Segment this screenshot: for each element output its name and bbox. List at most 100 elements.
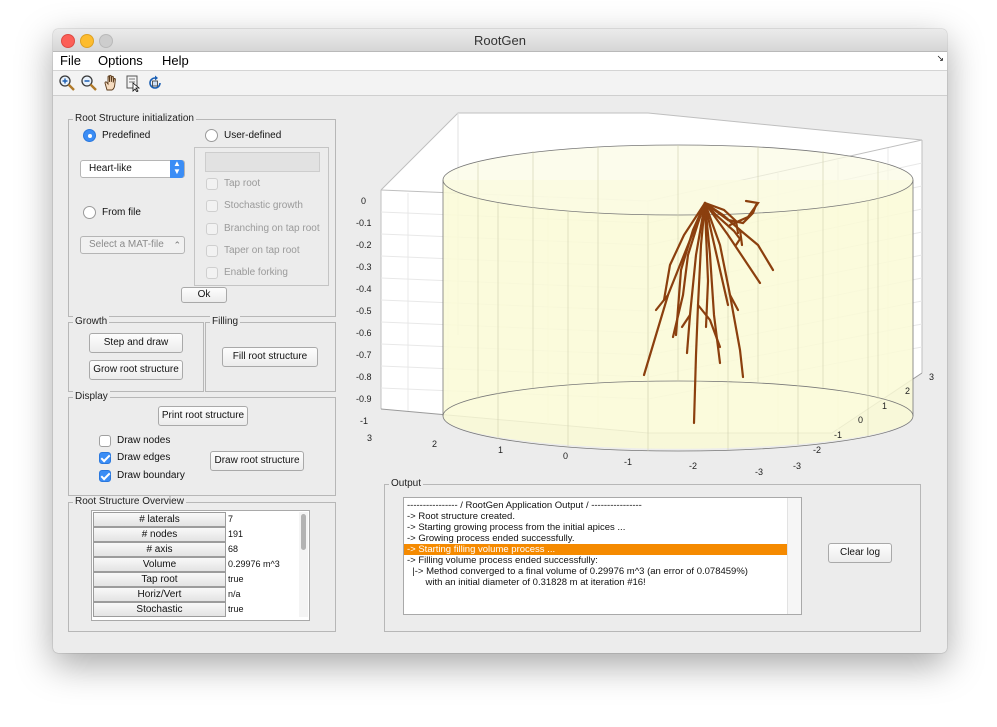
z-tick: -0.3 <box>356 262 372 272</box>
row-value[interactable]: 7 <box>228 514 234 524</box>
data-cursor-icon[interactable] <box>124 74 142 92</box>
branching-label: Branching on tap root <box>224 223 320 234</box>
overview-title: Root Structure Overview <box>73 496 186 508</box>
stochastic-growth-checkbox[interactable] <box>206 200 218 212</box>
draw-boundary-checkbox[interactable] <box>99 470 111 482</box>
pan-hand-icon[interactable] <box>102 74 120 92</box>
grow-root-button[interactable]: Grow root structure <box>89 360 183 380</box>
predefined-radio[interactable] <box>83 129 96 142</box>
step-and-draw-button[interactable]: Step and draw <box>89 333 183 353</box>
table-scroll-thumb[interactable] <box>301 514 306 550</box>
zoom-button[interactable] <box>99 34 113 48</box>
mat-file-select[interactable]: Select a MAT-file ⌃ <box>80 236 185 254</box>
x-tick: 1 <box>498 445 503 455</box>
select-arrows-icon: ▲ ▼ <box>170 160 184 178</box>
from-file-label: From file <box>102 207 141 218</box>
mat-file-placeholder: Select a MAT-file <box>89 239 164 250</box>
draw-edges-checkbox[interactable] <box>99 452 111 464</box>
branching-checkbox[interactable] <box>206 223 218 235</box>
print-root-button[interactable]: Print root structure <box>158 406 248 426</box>
taper-checkbox[interactable] <box>206 245 218 257</box>
from-file-radio[interactable] <box>83 206 96 219</box>
log-line: with an initial diameter of 0.31828 m at… <box>407 577 646 588</box>
row-value[interactable]: n/a <box>228 589 241 599</box>
zoom-out-icon[interactable] <box>80 74 98 92</box>
row-header: Horiz/Vert <box>93 587 226 602</box>
table-row: Tap root true <box>92 572 297 587</box>
row-value[interactable]: 0.29976 m^3 <box>228 559 280 569</box>
y-tick: -3 <box>793 461 801 471</box>
y-tick: -2 <box>813 445 821 455</box>
forking-label: Enable forking <box>224 267 288 278</box>
minimize-button[interactable] <box>80 34 94 48</box>
draw-edges-label: Draw edges <box>117 452 171 463</box>
row-header: Stochastic <box>93 602 226 617</box>
root-3d-plot[interactable]: 0 -0.1 -0.2 -0.3 -0.4 -0.5 -0.6 -0.7 -0.… <box>348 105 947 491</box>
row-header: # axis <box>93 542 226 557</box>
y-tick: 1 <box>882 401 887 411</box>
user-defined-input[interactable] <box>205 152 320 172</box>
z-tick: -1 <box>360 416 368 426</box>
app-window: RootGen File Options Help ↘ <box>53 29 947 653</box>
clear-log-button[interactable]: Clear log <box>828 543 892 563</box>
ok-button[interactable]: Ok <box>181 287 227 303</box>
zoom-in-icon[interactable] <box>58 74 76 92</box>
close-button[interactable] <box>61 34 75 48</box>
table-row: # nodes 191 <box>92 527 297 542</box>
fill-root-button[interactable]: Fill root structure <box>222 347 318 367</box>
window-title: RootGen <box>473 33 527 48</box>
row-value[interactable]: 68 <box>228 544 239 554</box>
draw-root-button[interactable]: Draw root structure <box>210 451 304 471</box>
growth-panel: Growth Step and draw Grow root structure <box>68 316 204 392</box>
output-log[interactable]: ---------------- / RootGen Application O… <box>403 497 802 615</box>
y-tick: -1 <box>834 430 842 440</box>
root-init-title: Root Structure initialization <box>73 113 196 125</box>
log-line-selected[interactable]: -> Starting filling volume process ... <box>404 544 789 555</box>
display-panel: Display Print root structure Draw nodes … <box>68 391 336 496</box>
root-edge <box>674 201 707 337</box>
row-value[interactable]: 191 <box>228 529 244 539</box>
z-tick: -0.2 <box>356 240 372 250</box>
menu-overflow-icon[interactable]: ↘ <box>936 53 944 63</box>
z-tick: -0.1 <box>356 218 372 228</box>
root-edge <box>728 293 740 312</box>
title-bar: RootGen <box>53 29 947 52</box>
x-axis-ticks: 3 2 1 0 -1 -2 -3 <box>367 433 763 477</box>
root-edge <box>662 201 707 302</box>
growth-title: Growth <box>73 316 110 328</box>
row-header: Tap root <box>93 572 226 587</box>
display-title: Display <box>73 391 110 403</box>
output-title: Output <box>389 478 424 490</box>
tap-root-checkbox[interactable] <box>206 178 218 190</box>
z-tick: -0.6 <box>356 328 372 338</box>
shape-select[interactable]: Heart-like ▲ ▼ <box>80 160 185 178</box>
x-tick: 2 <box>432 439 437 449</box>
row-value[interactable]: true <box>228 574 244 584</box>
user-defined-radio[interactable] <box>205 129 218 142</box>
row-value[interactable]: true <box>228 604 244 614</box>
x-tick: -3 <box>755 467 763 477</box>
output-panel: Output ---------------- / RootGen Applic… <box>384 478 921 632</box>
table-scrollbar[interactable] <box>299 512 308 617</box>
table-row: Horiz/Vert n/a <box>92 587 297 602</box>
draw-nodes-checkbox[interactable] <box>99 435 111 447</box>
rotate-3d-icon[interactable] <box>146 74 164 92</box>
tap-root-label: Tap root <box>224 178 261 189</box>
root-edge <box>685 201 707 355</box>
y-tick: 2 <box>905 386 910 396</box>
root-edge <box>703 201 742 247</box>
menu-options[interactable]: Options <box>98 53 143 68</box>
chevron-updown-icon: ⌃ <box>173 240 181 250</box>
draw-nodes-label: Draw nodes <box>117 435 171 446</box>
log-scrollbar[interactable] <box>787 498 801 614</box>
overview-table: # laterals 7 # nodes 191 # axis 68 Volume 0.… <box>91 510 310 621</box>
root-edge <box>728 199 760 227</box>
y-tick: 0 <box>858 415 863 425</box>
y-tick: 3 <box>929 372 934 382</box>
root-edge <box>703 201 762 285</box>
forking-checkbox[interactable] <box>206 267 218 279</box>
menu-file[interactable]: File <box>60 53 81 68</box>
root-edge <box>671 201 707 339</box>
user-defined-label: User-defined <box>224 130 282 141</box>
menu-help[interactable]: Help <box>162 53 189 68</box>
